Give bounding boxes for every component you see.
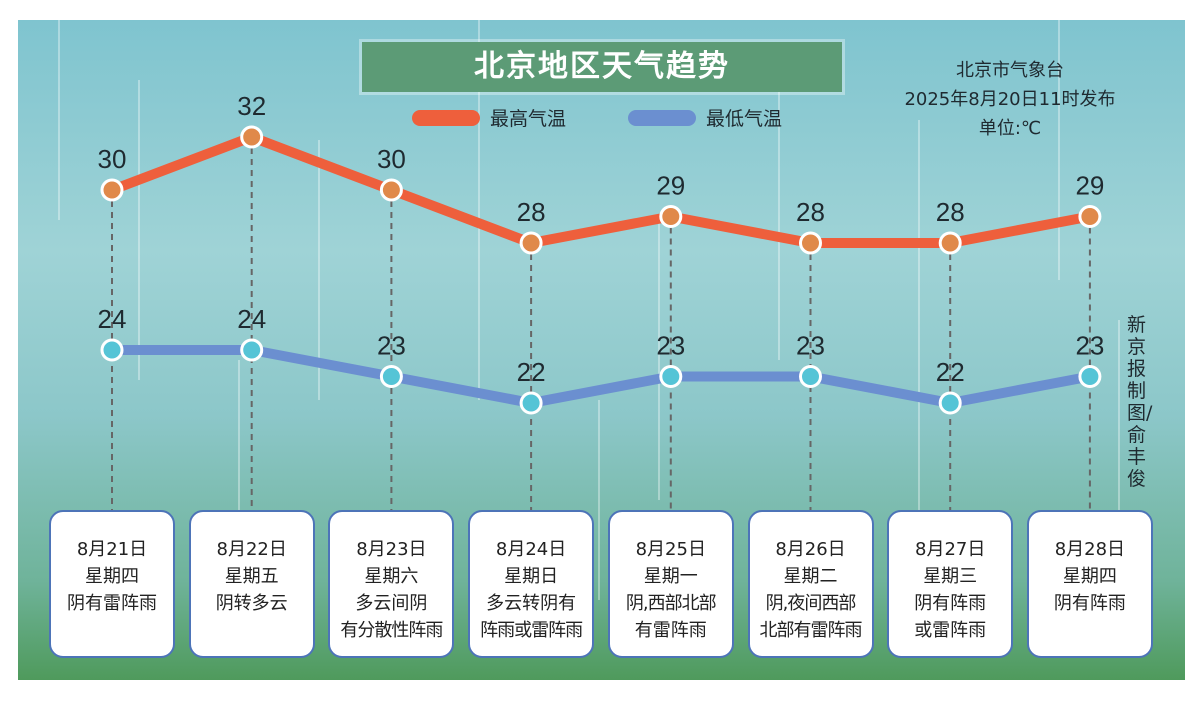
- day-weather: 有雷阵雨: [634, 620, 707, 641]
- day-weekday: 星期五: [224, 566, 279, 587]
- day-box: 8月21日星期四阴有雷阵雨: [49, 510, 175, 658]
- data-point: [799, 231, 822, 255]
- day-weather: 阴,西部北部: [625, 593, 717, 614]
- legend-high-swatch: [412, 109, 480, 126]
- day-box: 8月28日星期四阴有阵雨: [1026, 510, 1153, 658]
- data-label: 28: [517, 197, 546, 227]
- data-point: [659, 365, 683, 388]
- day-weekday: 星期六: [364, 566, 419, 587]
- legend-low-label: 最低气温: [706, 108, 783, 130]
- day-date: 8月28日: [1054, 539, 1126, 560]
- data-label: 28: [936, 197, 965, 227]
- day-weather: 阴,夜间西部: [765, 593, 857, 614]
- data-point: [519, 391, 543, 415]
- data-label: 23: [656, 331, 685, 361]
- data-point: [379, 178, 403, 202]
- source-name: 北京市气象台: [956, 60, 1064, 81]
- data-label: 24: [98, 304, 127, 334]
- day-date: 8月27日: [915, 539, 986, 560]
- credit: 新京报制图/俞丰俊: [1127, 314, 1153, 490]
- legend-high: 最高气温: [412, 104, 566, 131]
- day-weather: 阵雨或雷阵雨: [480, 620, 583, 641]
- data-point: [659, 205, 683, 228]
- data-label: 32: [237, 91, 266, 121]
- data-label: 22: [936, 357, 965, 387]
- day-weekday: 星期三: [923, 566, 978, 587]
- unit-label: 单位:℃: [978, 118, 1042, 139]
- data-point: [100, 338, 124, 362]
- data-label: 22: [517, 357, 546, 387]
- legend-low-swatch: [628, 109, 696, 126]
- day-date: 8月21日: [76, 539, 148, 560]
- rain-streak: [658, 220, 660, 500]
- day-weekday: 星期二: [783, 566, 838, 587]
- data-point: [240, 125, 264, 149]
- rain-streak: [598, 400, 600, 600]
- data-label: 29: [656, 171, 685, 201]
- rain-streak: [138, 80, 140, 380]
- day-weekday: 星期四: [85, 566, 139, 587]
- data-label: 24: [237, 304, 266, 334]
- day-box: 8月25日星期一阴,西部北部 有雷阵雨: [607, 510, 734, 658]
- data-point: [240, 338, 264, 362]
- data-point: [938, 391, 962, 415]
- day-date: 8月25日: [635, 539, 706, 560]
- day-weather: 有分散性阵雨: [340, 620, 443, 641]
- data-label: 29: [1075, 171, 1104, 201]
- chart-title: 北京地区天气趋势: [362, 42, 842, 92]
- day-weekday: 星期一: [643, 566, 698, 587]
- day-date: 8月24日: [495, 539, 567, 560]
- data-label: 30: [377, 144, 406, 174]
- series-line-low: [112, 345, 1091, 408]
- rain-streak: [1058, 20, 1060, 280]
- day-box: 8月23日星期六多云间阴有分散性阵雨: [328, 510, 455, 658]
- day-weather: 阴有阵雨: [1053, 593, 1126, 614]
- day-box: 8月26日星期二阴,夜间西部 北部有雷阵雨: [747, 510, 874, 658]
- rain-streak: [58, 20, 60, 220]
- day-weather: 多云转阴有: [486, 593, 577, 614]
- rain-streak: [478, 20, 480, 400]
- data-point: [1078, 205, 1102, 228]
- rain-streak: [918, 120, 920, 540]
- data-point: [799, 365, 822, 388]
- rain-streak: [238, 360, 240, 610]
- data-label: 30: [98, 144, 127, 174]
- day-weather: 阴有雷阵雨: [67, 593, 157, 614]
- day-date: 8月22日: [216, 539, 287, 560]
- day-box: 8月22日星期五阴转多云: [188, 510, 315, 658]
- day-weather: 多云间阴: [355, 593, 428, 614]
- data-label: 23: [1075, 331, 1104, 361]
- issued-time: 2025年8月20日11时发布: [904, 89, 1116, 110]
- day-date: 8月26日: [775, 539, 846, 560]
- day-weekday: 星期日: [504, 566, 559, 587]
- rain-streak: [778, 60, 780, 360]
- day-weather: 阴有阵雨: [914, 593, 987, 614]
- data-label: 28: [796, 197, 825, 227]
- day-weekday: 星期四: [1062, 566, 1117, 587]
- legend-high-label: 最高气温: [490, 108, 567, 130]
- source-info: 北京市气象台 2025年8月20日11时发布 单位:℃: [880, 56, 1140, 143]
- data-label: 23: [377, 331, 406, 361]
- day-weather: 或雷阵雨: [914, 620, 987, 641]
- day-date: 8月23日: [356, 539, 427, 560]
- data-point: [100, 178, 124, 202]
- data-point: [938, 231, 962, 255]
- series-line-high: [110, 132, 1091, 248]
- rain-streak: [1118, 320, 1120, 620]
- data-point: [379, 365, 403, 388]
- data-point: [1078, 365, 1102, 388]
- day-box: 8月27日星期三阴有阵雨或雷阵雨: [887, 510, 1014, 658]
- day-weather: 北部有雷阵雨: [759, 620, 863, 641]
- data-point: [519, 231, 543, 255]
- legend-low: 最低气温: [628, 104, 782, 131]
- data-label: 23: [796, 331, 825, 361]
- day-weather: 阴转多云: [215, 593, 288, 614]
- rain-streak: [318, 140, 320, 400]
- day-box: 8月24日星期日多云转阴有阵雨或雷阵雨: [468, 510, 595, 658]
